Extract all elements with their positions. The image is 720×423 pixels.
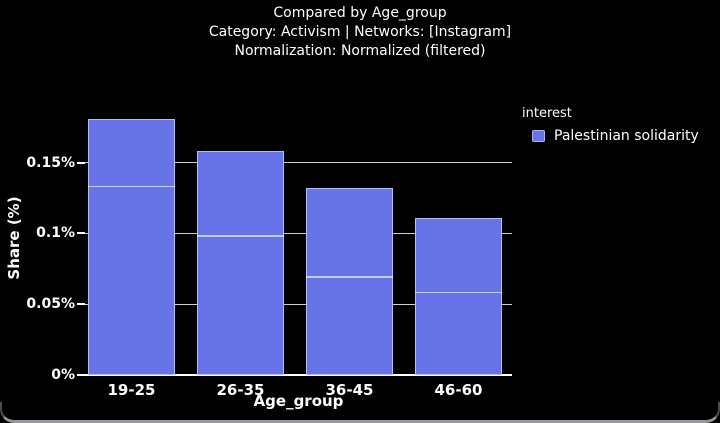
x-tick-label-26-35: 26-35 [216, 381, 265, 399]
gridline-0.15% [85, 162, 512, 163]
chart-subtitle-normalization: Normalization: Normalized (filtered) [234, 43, 486, 59]
x-axis-title: Age_group [253, 392, 344, 410]
bar-segment-divider-19-25 [88, 185, 175, 187]
legend-item-palestinian-solidarity[interactable]: Palestinian solidarity [532, 128, 699, 144]
legend-title: interest [522, 106, 572, 121]
y-tick-0.15% [77, 161, 85, 164]
bar-segment-divider-26-35 [197, 235, 284, 237]
y-tick-0.1% [77, 232, 85, 235]
plot-area: 0% 0.05% 0.1% 0.15% 19-25 26-35 36-45 46-60 [26, 90, 512, 399]
x-tick-label-46-60: 46-60 [434, 381, 483, 399]
bar-segment-divider-36-45 [306, 276, 393, 278]
bar-segment-divider-46-60 [415, 291, 502, 294]
bar-19-25[interactable] [88, 118, 175, 375]
gridline-0.05% [85, 303, 512, 305]
legend: interest Palestinian solidarity [522, 106, 699, 144]
y-tick-label-0.15%: 0.15% [26, 154, 75, 171]
legend-item-label: Palestinian solidarity [554, 128, 699, 144]
legend-swatch-icon [532, 130, 545, 142]
x-axis-line [77, 374, 512, 376]
chart-subtitle-category: Category: Activism | Networks: [Instagra… [208, 24, 512, 40]
y-tick-0.05% [77, 303, 85, 306]
chart-title: Compared by Age_group [273, 5, 447, 21]
x-tick-label-36-45: 36-45 [325, 381, 374, 399]
bar-36-45[interactable] [306, 188, 393, 375]
y-tick-label-0.05%: 0.05% [26, 296, 75, 313]
x-tick-label-19-25: 19-25 [107, 381, 156, 399]
y-tick-label-0.1%: 0.1% [36, 225, 75, 242]
gridline-0.1% [85, 232, 512, 234]
chart-title-block: Compared by Age_group Category: Activism… [0, 4, 720, 61]
bar-26-35[interactable] [197, 151, 284, 375]
y-tick-label-0%: 0% [51, 367, 75, 383]
bar-46-60[interactable] [415, 217, 502, 375]
